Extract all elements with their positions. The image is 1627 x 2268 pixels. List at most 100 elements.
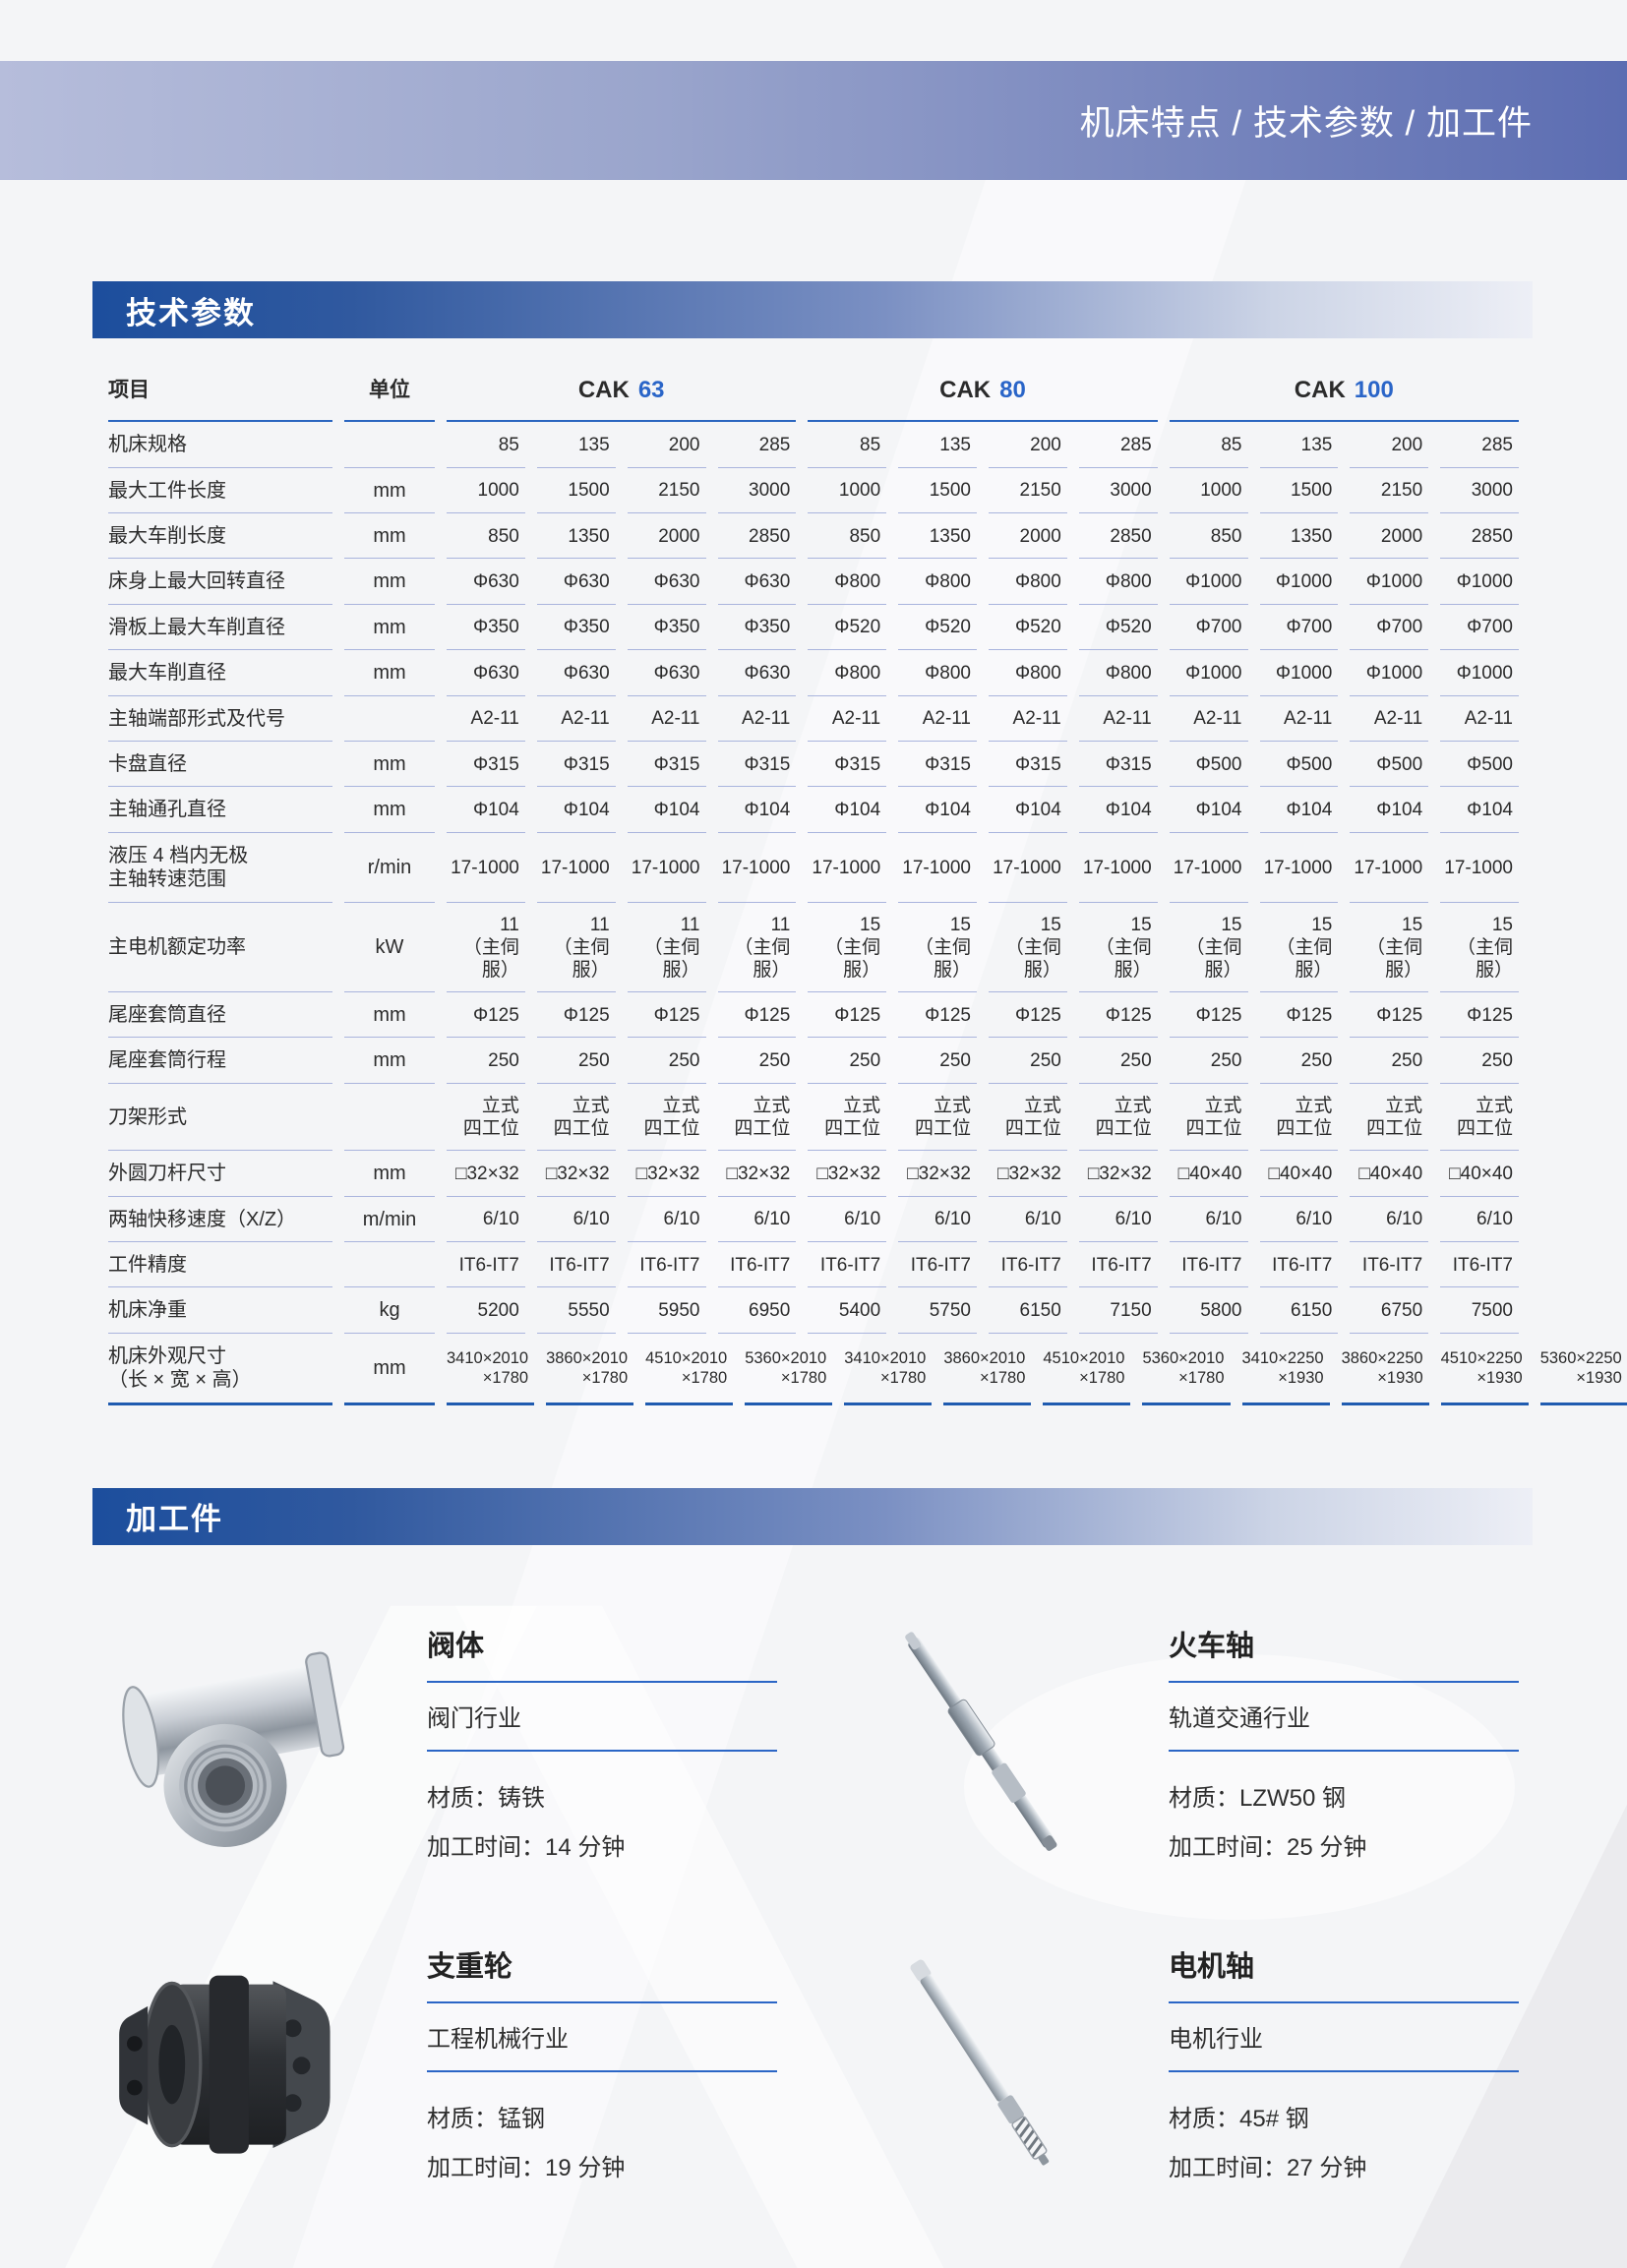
cell-value: 250: [1350, 1038, 1429, 1084]
cell-value: 250: [1078, 1038, 1158, 1084]
row-unit: mm: [344, 1038, 435, 1084]
row-unit: [344, 1084, 435, 1152]
row-unit: [344, 696, 435, 742]
cell-value: Φ800: [1078, 559, 1158, 605]
cell-value: □40×40: [1259, 1151, 1339, 1197]
cell-value: □32×32: [627, 1151, 706, 1197]
part-industry-underline: [427, 2070, 777, 2073]
part-machining-time: 加工时间：25 分钟: [1169, 1834, 1367, 1862]
table-row: 最大车削长度 mm 850 1350 2000 2850 850 1350 2000 2850 85…: [108, 513, 1519, 560]
cell-value: 17-1000: [989, 833, 1067, 903]
cell-value: Φ350: [536, 605, 616, 651]
cell-value: 250: [1440, 1038, 1519, 1084]
table-row: 工件精度 IT6-IT7 IT6-IT7 IT6-IT7 IT6-IT7 IT6-IT7 I…: [108, 1242, 1519, 1288]
cell-value: IT6-IT7: [627, 1242, 706, 1288]
cell-value: 17-1000: [1078, 833, 1158, 903]
row-unit: r/min: [344, 833, 435, 903]
cell-value: Φ350: [627, 605, 706, 651]
cell-value: Φ520: [989, 605, 1067, 651]
cell-value: 3410×2250 ×1930: [1241, 1334, 1330, 1405]
row-unit: mm: [344, 742, 435, 788]
cell-value: IT6-IT7: [536, 1242, 616, 1288]
cell-value: 200: [1350, 422, 1429, 468]
cell-value: 1350: [898, 513, 977, 560]
cell-value: 5360×2010 ×1780: [745, 1334, 833, 1405]
top-banner: 机床特点 / 技术参数 / 加工件: [0, 61, 1627, 180]
table-row: 外圆刀杆尺寸 mm □32×32 □32×32 □32×32 □32×32 □32×32 □3…: [108, 1151, 1519, 1197]
cell-value: □32×32: [717, 1151, 797, 1197]
table-header-row: 项目 单位 CAK 63 CAK 80 CAK 100: [108, 372, 1519, 423]
cell-value: Φ125: [808, 992, 887, 1039]
row-label: 滑板上最大车削直径: [108, 605, 332, 651]
cell-value: Φ104: [536, 787, 616, 833]
cell-value: 200: [627, 422, 706, 468]
cell-value: Φ104: [627, 787, 706, 833]
row-unit: mm: [344, 605, 435, 651]
cell-value: Φ125: [627, 992, 706, 1039]
row-label: 液压 4 档内无极 主轴转速范围: [108, 833, 332, 903]
model-prefix: CAK: [1294, 377, 1346, 403]
cell-value: 5750: [898, 1287, 977, 1334]
cell-value: A2-11: [1169, 696, 1248, 742]
cell-value: 15 （主伺服）: [1350, 903, 1429, 993]
part-industry-underline: [1169, 2070, 1519, 2073]
cell-value: Φ1000: [1259, 650, 1339, 696]
cell-value: Φ630: [536, 559, 616, 605]
row-label: 两轴快移速度（X/Z）: [108, 1197, 332, 1242]
cell-value: 6750: [1350, 1287, 1429, 1334]
model-group-header: CAK 80: [808, 372, 1158, 423]
part-text: 阀体 阀门行业 材质：铸铁 加工时间：14 分钟: [427, 1623, 777, 1862]
cell-value: 6/10: [447, 1197, 525, 1242]
cell-value: 立式 四工位: [1440, 1084, 1519, 1152]
cell-value: 2000: [627, 513, 706, 560]
cell-value: Φ800: [989, 650, 1067, 696]
section-title-specs: 技术参数: [126, 295, 256, 330]
cell-value: □32×32: [808, 1151, 887, 1197]
part-industry: 轨道交通行业: [1169, 1705, 1310, 1733]
cell-value: 2150: [1350, 468, 1429, 514]
cell-value: 15 （主伺服）: [989, 903, 1067, 993]
cell-value: 立式 四工位: [1169, 1084, 1248, 1152]
cell-value: □40×40: [1440, 1151, 1519, 1197]
cell-value: Φ104: [1259, 787, 1339, 833]
cell-value: Φ520: [898, 605, 977, 651]
cell-value: Φ315: [808, 742, 887, 788]
cell-value: Φ500: [1259, 742, 1339, 788]
cell-value: Φ630: [717, 650, 797, 696]
section-header-specs: 技术参数: [92, 281, 1533, 338]
cell-value: 17-1000: [717, 833, 797, 903]
cell-value: 85: [1169, 422, 1248, 468]
cell-value: 3000: [717, 468, 797, 514]
cell-value: 3000: [1078, 468, 1158, 514]
cell-value: Φ104: [1078, 787, 1158, 833]
cell-value: Φ800: [808, 559, 887, 605]
cell-value: 6/10: [1078, 1197, 1158, 1242]
cell-value: 2150: [627, 468, 706, 514]
cell-value: Φ104: [1350, 787, 1429, 833]
cell-value: Φ1000: [1259, 559, 1339, 605]
cell-value: Φ1000: [1169, 559, 1248, 605]
cell-value: A2-11: [447, 696, 525, 742]
cell-value: 4510×2250 ×1930: [1440, 1334, 1529, 1405]
cell-value: 17-1000: [1169, 833, 1248, 903]
cell-value: Φ125: [536, 992, 616, 1039]
cell-value: Φ700: [1440, 605, 1519, 651]
cell-value: 17-1000: [447, 833, 525, 903]
cell-value: 6/10: [808, 1197, 887, 1242]
part-item: 火车轴 轨道交通行业 材质：LZW50 钢加工时间：25 分钟: [850, 1606, 1519, 1880]
row-unit: [344, 1242, 435, 1288]
row-label: 最大车削长度: [108, 513, 332, 560]
cell-value: 7150: [1078, 1287, 1158, 1334]
cell-value: IT6-IT7: [808, 1242, 887, 1288]
cell-value: 15 （主伺服）: [1169, 903, 1248, 993]
cell-value: Φ700: [1350, 605, 1429, 651]
cell-value: Φ500: [1169, 742, 1248, 788]
cell-value: 5360×2250 ×1930: [1539, 1334, 1627, 1405]
cell-value: 15 （主伺服）: [1078, 903, 1158, 993]
cell-value: 3860×2010 ×1780: [943, 1334, 1032, 1405]
cell-value: IT6-IT7: [447, 1242, 525, 1288]
part-title: 电机轴: [1169, 1951, 1255, 1984]
model-number: 100: [1354, 377, 1394, 403]
model-number: 63: [637, 377, 665, 403]
cell-value: Φ800: [898, 650, 977, 696]
